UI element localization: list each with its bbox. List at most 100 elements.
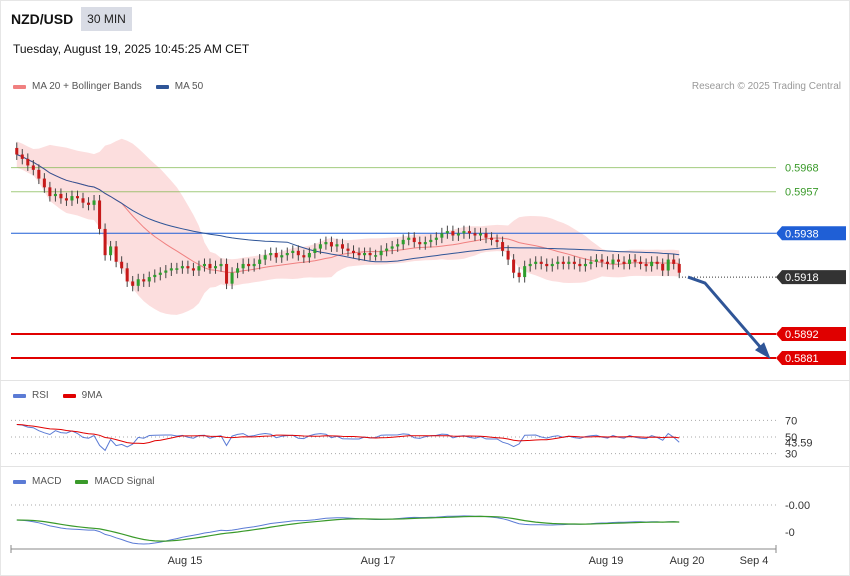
candle-body [379, 250, 383, 256]
candle-body [605, 261, 609, 264]
candle-body [98, 200, 102, 229]
macd-signal-line [16, 515, 680, 542]
level-label-support: 0.5881 [785, 353, 819, 365]
candle-body [616, 259, 621, 262]
x-tick-label: Sep 4 [740, 555, 769, 567]
candle-body [434, 237, 438, 240]
candle-body [70, 196, 74, 201]
level-label-resistance: 0.5957 [785, 187, 819, 199]
candle-body [528, 263, 532, 267]
candle-body [103, 228, 107, 256]
candle-body [556, 261, 560, 264]
candle-body [440, 233, 444, 238]
candle-body [87, 202, 91, 205]
candle-body [374, 255, 378, 257]
candle-body [230, 272, 234, 284]
candle-body [48, 187, 52, 197]
candle-body [594, 259, 598, 262]
candle-body [611, 259, 615, 264]
candle-body [26, 158, 30, 166]
candle-body [473, 233, 477, 236]
candle-body [169, 268, 173, 271]
timestamp: Tuesday, August 19, 2025 10:45:25 AM CET [13, 42, 250, 56]
candle-body [92, 200, 96, 205]
candle-body [661, 263, 665, 271]
candle-body [445, 231, 449, 234]
candle-body [147, 277, 151, 282]
candle-body [650, 261, 654, 267]
macd-swatch [13, 479, 26, 484]
candle-body [462, 231, 466, 234]
candle-body [639, 261, 643, 264]
candle-body [456, 233, 460, 236]
candle-body [241, 263, 245, 269]
candle-body [164, 270, 168, 273]
candle-body [313, 248, 317, 253]
ma50-line [16, 154, 680, 263]
level-label-pivot: 0.5938 [785, 228, 819, 240]
candle-body [501, 242, 505, 251]
level-tag-support [776, 326, 846, 341]
candle-body [280, 255, 284, 258]
candle-body [451, 231, 455, 236]
candle-body [31, 165, 35, 170]
x-tick-label: Aug 20 [670, 555, 705, 567]
candle-body [672, 259, 676, 264]
candle-body [644, 263, 648, 267]
ma20-legend-label: MA 20 + Bollinger Bands [32, 81, 142, 92]
candle-body [81, 198, 85, 203]
candle-body [324, 242, 328, 245]
level-label-support: 0.5892 [785, 329, 819, 341]
candle-body [401, 239, 405, 245]
candle-body [583, 263, 587, 267]
candle-body [120, 261, 124, 269]
candle-body [285, 253, 289, 256]
candle-body [677, 263, 681, 273]
rsi-level-label: 50 [785, 432, 797, 444]
candle-body [352, 250, 356, 253]
candle-body [202, 263, 206, 267]
macd-legend-label: MACD [32, 476, 62, 487]
candle-body [363, 253, 367, 256]
candle-body [263, 255, 267, 260]
candle-body [523, 266, 527, 278]
x-tick-label: Aug 19 [589, 555, 624, 567]
candle-body [131, 281, 135, 286]
candle-body [589, 261, 593, 264]
x-tick-label: Aug 15 [168, 555, 203, 567]
candle-body [429, 239, 433, 243]
rsi-level-label: 70 [785, 415, 797, 427]
macd-line [16, 515, 680, 545]
candle-body [208, 263, 212, 269]
candle-body [125, 268, 129, 282]
candle-body [247, 263, 251, 267]
level-tag-last [776, 270, 846, 285]
rsi-ma-line [16, 424, 680, 445]
candle-body [467, 231, 471, 234]
candle-body [340, 244, 344, 249]
candle-body [412, 237, 416, 243]
candle-body [15, 147, 19, 155]
bollinger-band [16, 138, 680, 315]
candle-body [307, 253, 311, 258]
candle-body [142, 279, 146, 282]
candle-body [75, 196, 80, 199]
candle-body [318, 244, 322, 249]
ma50-swatch [155, 84, 169, 89]
candle-body [213, 266, 218, 269]
timeframe-button[interactable]: 30 MIN [81, 7, 132, 31]
candle-body [495, 239, 499, 243]
level-tag-support [776, 351, 846, 366]
candle-body [335, 244, 339, 247]
candle-body [578, 263, 582, 267]
candle-body [153, 274, 157, 278]
rsi-legend: RSI 9MA [13, 390, 102, 401]
candle-body [175, 268, 179, 270]
candle-body [628, 259, 632, 264]
candle-body [572, 261, 576, 264]
candle-body [666, 259, 670, 271]
rsi-ma-legend-label: 9MA [81, 390, 103, 401]
candle-body [258, 259, 262, 264]
candle-body [567, 261, 571, 264]
